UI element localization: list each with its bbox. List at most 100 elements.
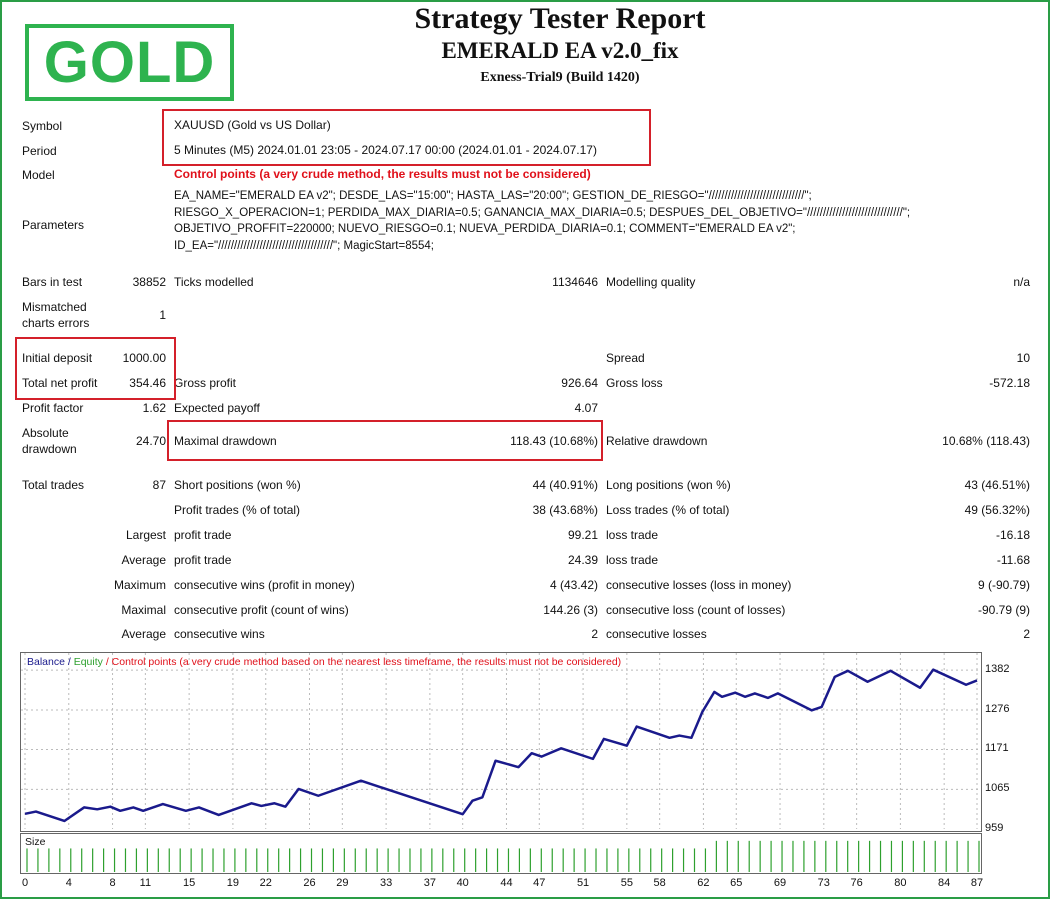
stat-v1: 1.62 <box>142 401 166 415</box>
y-tick-label: 1171 <box>985 742 1009 755</box>
stat-l2: Ticks modelled <box>174 275 254 289</box>
model-label: Model <box>22 168 55 182</box>
y-tick-label: 1276 <box>985 702 1010 715</box>
stat-v1: 38852 <box>132 275 166 289</box>
x-tick-label: 80 <box>894 877 907 889</box>
stat-l1: Total net profit <box>22 376 98 390</box>
stat-v2: 4 (43.42) <box>549 578 598 592</box>
stat-l2: profit trade <box>174 528 232 542</box>
stat-l1: Profit factor <box>22 401 84 415</box>
stat-v3: 10 <box>1016 351 1030 365</box>
stat-v2: 2 <box>591 627 598 641</box>
symbol-value: XAUUSD (Gold vs US Dollar) <box>174 118 331 132</box>
server-build: Exness-Trial9 (Build 1420) <box>480 70 640 85</box>
stat-l1: Total trades <box>22 478 85 492</box>
x-tick-label: 4 <box>65 877 72 889</box>
stat-l2: consecutive profit (count of wins) <box>174 603 349 617</box>
stat-v2: 44 (40.91%) <box>532 478 598 492</box>
stat-l1: Initial deposit <box>22 351 93 365</box>
x-tick-label: 15 <box>183 877 196 889</box>
stat-v1: 24.70 <box>135 434 166 448</box>
stat-l2: Maximal drawdown <box>174 434 277 448</box>
stat-l3: consecutive loss (count of losses) <box>606 603 786 617</box>
legend-separator: / <box>102 656 112 668</box>
x-tick-label: 0 <box>21 877 29 889</box>
period-value: 5 Minutes (M5) 2024.01.01 23:05 - 2024.0… <box>174 143 597 157</box>
x-tick-label: 29 <box>336 877 349 889</box>
stat-v1: 87 <box>152 478 166 492</box>
stat-l2: consecutive wins <box>174 627 265 641</box>
stat-v2: 4.07 <box>574 401 598 415</box>
x-tick-label: 87 <box>970 877 984 889</box>
stat-v2: 38 (43.68%) <box>532 503 598 517</box>
legend-balance: Balance <box>27 656 65 668</box>
stat-l3: consecutive losses (loss in money) <box>606 578 792 592</box>
x-tick-label: 26 <box>303 877 316 889</box>
stat-l3: Modelling quality <box>606 275 696 289</box>
stat-l3: Spread <box>606 351 645 365</box>
stat-l3: Loss trades (% of total) <box>606 503 730 517</box>
stat-v3: 2 <box>1023 627 1030 641</box>
stat-v1: Average <box>121 553 166 567</box>
stat-v3: 9 (-90.79) <box>977 578 1030 592</box>
x-tick-label: 65 <box>730 877 743 889</box>
stat-l2: Expected payoff <box>174 401 260 415</box>
x-tick-label: 44 <box>500 877 513 889</box>
highlight-box-symbol-period <box>162 109 651 166</box>
x-tick-label: 8 <box>109 877 116 889</box>
x-tick-label: 58 <box>653 877 666 889</box>
highlight-box-drawdown <box>167 420 603 461</box>
stat-l3: Relative drawdown <box>606 434 708 448</box>
stat-l1: Absolute drawdown <box>22 426 77 456</box>
x-tick-label: 22 <box>259 877 272 889</box>
stat-v1: 354.46 <box>129 376 166 390</box>
stat-v2: 24.39 <box>567 553 598 567</box>
chart-legend: Balance / Equity / Control points (a ver… <box>27 656 621 668</box>
y-tick-label: 959 <box>985 822 1004 835</box>
symbol-label: Symbol <box>22 119 63 133</box>
x-tick-label: 11 <box>139 877 152 889</box>
stat-v1: 1000.00 <box>122 351 166 365</box>
size-label: Size <box>25 836 46 848</box>
balance-line <box>24 668 978 823</box>
parameters-label: Parameters <box>22 218 85 232</box>
stat-v3: 10.68% (118.43) <box>942 434 1030 448</box>
stat-v2: 1134646 <box>552 275 598 289</box>
stat-v1: Maximum <box>113 578 166 592</box>
stat-v3: -16.18 <box>995 528 1030 542</box>
parameters-value: EA_NAME="EMERALD EA v2"; DESDE_LAS="15:0… <box>174 190 911 253</box>
stat-l1: Bars in test <box>22 275 83 289</box>
legend-note: Control points (a very crude method base… <box>111 656 622 668</box>
ea-name: EMERALD EA v2.0_fix <box>441 38 679 63</box>
y-tick-label: 1065 <box>985 782 1010 795</box>
gold-logo: GOLD <box>25 24 234 101</box>
stat-l2: profit trade <box>174 553 232 567</box>
x-tick-label: 55 <box>620 877 633 889</box>
legend-separator: / <box>64 656 74 668</box>
stat-v3: -90.79 (9) <box>977 603 1030 617</box>
stat-l2: Gross profit <box>174 376 237 390</box>
stat-l2: consecutive wins (profit in money) <box>174 578 355 592</box>
y-tick-label: 1382 <box>985 663 1010 676</box>
x-tick-label: 47 <box>533 877 546 889</box>
stat-v3: 49 (56.32%) <box>964 503 1030 517</box>
stat-l3: Gross loss <box>606 376 663 390</box>
size-panel <box>20 833 982 874</box>
stat-v2: 118.43 (10.68%) <box>510 434 598 448</box>
stat-v1: 1 <box>159 308 166 322</box>
report-title: Strategy Tester Report <box>414 2 706 35</box>
stat-v3: 43 (46.51%) <box>964 478 1030 492</box>
x-tick-label: 84 <box>938 877 951 889</box>
x-tick-label: 40 <box>456 877 469 889</box>
stat-l2: Short positions (won %) <box>174 478 301 492</box>
legend-equity: Equity <box>73 656 103 668</box>
x-tick-label: 51 <box>576 877 590 889</box>
stat-v3: n/a <box>1013 275 1030 289</box>
stat-v3: -572.18 <box>989 376 1030 390</box>
stat-v2: 99.21 <box>567 528 598 542</box>
x-tick-label: 37 <box>423 877 436 889</box>
x-tick-label: 33 <box>379 877 393 889</box>
highlight-box-deposit-profit <box>15 337 176 400</box>
stat-l3: loss trade <box>606 553 659 567</box>
